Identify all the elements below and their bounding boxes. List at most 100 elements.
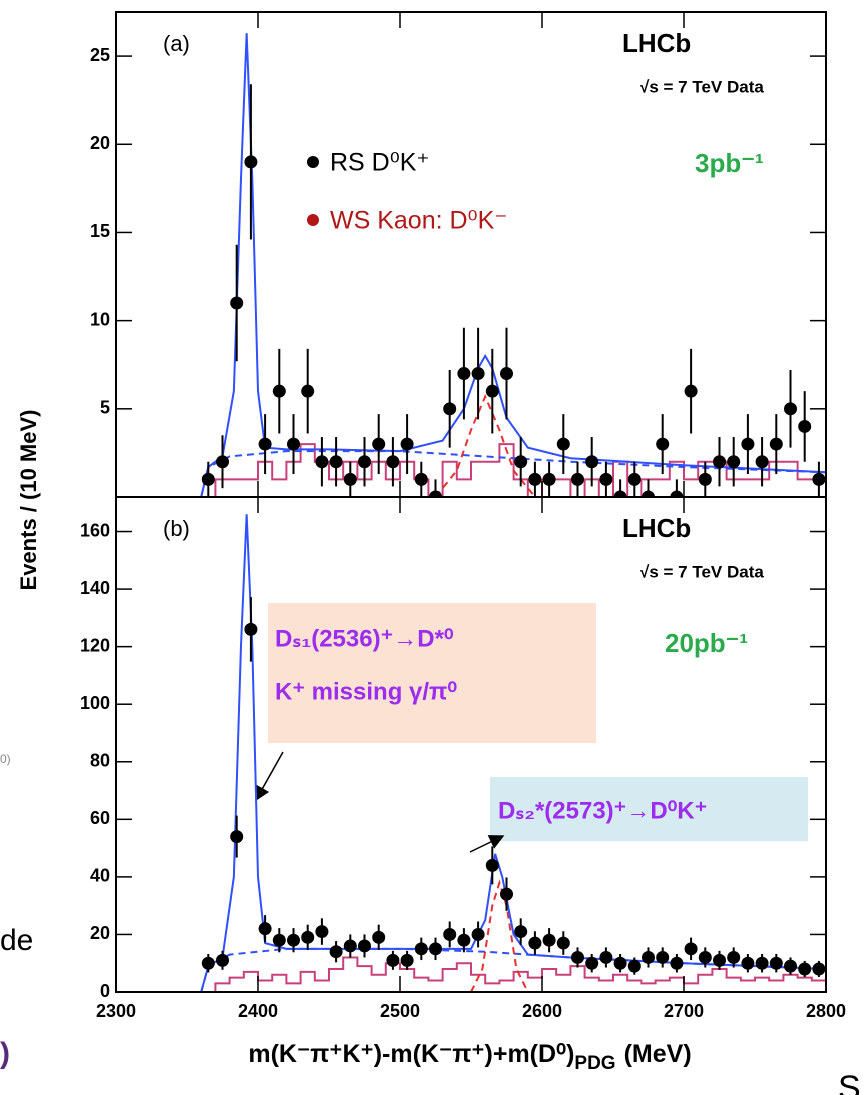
data-point <box>216 953 229 967</box>
y-tick-label: 5 <box>100 398 110 418</box>
data-point <box>201 472 215 486</box>
slide-fragment: ) <box>0 1037 10 1070</box>
data-point <box>642 490 655 497</box>
x-tick-label: 2600 <box>522 1001 562 1021</box>
experiment-label: LHCb <box>622 513 691 543</box>
fit-component <box>434 393 536 497</box>
data-point <box>287 933 300 947</box>
data-point <box>769 437 783 451</box>
data-point <box>698 472 712 486</box>
legend-label: RS D⁰K⁺ <box>330 149 430 177</box>
data-point <box>798 419 812 433</box>
luminosity: 20pb⁻¹ <box>665 628 748 658</box>
data-point <box>542 933 556 947</box>
data-point <box>571 950 584 964</box>
data-point <box>713 455 726 469</box>
data-point <box>471 927 485 941</box>
data-point <box>315 455 329 469</box>
data-point <box>613 490 627 497</box>
y-tick-label: 15 <box>90 221 110 241</box>
data-point <box>258 437 272 451</box>
y-tick-label: 20 <box>90 133 110 153</box>
x-axis-label: m(K⁻π⁺K⁺)-m(K⁻π⁺)+m(D⁰)PDG (MeV) <box>248 1040 691 1074</box>
data-point <box>343 939 357 953</box>
data-point <box>400 953 414 967</box>
fit-curve <box>116 33 826 497</box>
annotation-box <box>268 603 596 743</box>
data-point <box>713 953 726 967</box>
data-point <box>784 959 797 973</box>
data-point <box>201 956 215 970</box>
data-point <box>315 925 329 939</box>
data-point <box>755 956 769 970</box>
slide-fragment: 0) <box>0 752 11 766</box>
data-point <box>457 933 471 947</box>
x-tick-label: 2500 <box>380 1001 420 1021</box>
x-tick-label: 2700 <box>664 1001 704 1021</box>
data-point <box>414 942 428 956</box>
fit-component <box>470 879 529 992</box>
data-point <box>684 942 698 956</box>
data-point <box>642 950 655 964</box>
data-point <box>727 455 741 469</box>
data-point <box>670 490 684 497</box>
x-tick-label: 2300 <box>96 1001 136 1021</box>
experiment-label: LHCb <box>622 28 691 58</box>
y-tick-label: 140 <box>80 578 110 598</box>
data-point <box>755 455 769 469</box>
annotation: Dₛ₂*(2573)⁺→D⁰K⁺ <box>498 797 707 824</box>
y-tick-label: 40 <box>90 866 110 886</box>
data-point <box>599 950 613 964</box>
fit-component <box>200 450 826 497</box>
x-tick-label: 2400 <box>238 1001 278 1021</box>
data-point <box>443 402 457 416</box>
y-tick-label: 100 <box>80 693 110 713</box>
data-point <box>571 472 584 486</box>
annotation: K⁺ missing γ/π⁰ <box>275 678 457 705</box>
data-point <box>301 384 315 398</box>
data-point <box>741 437 755 451</box>
slide-fragment: de <box>0 924 33 957</box>
data-point <box>613 956 627 970</box>
energy-label: √s = 7 TeV Data <box>640 562 764 581</box>
annotation-box <box>490 777 808 841</box>
data-point <box>528 936 542 950</box>
data-point <box>329 455 343 469</box>
y-tick-label: 10 <box>90 309 110 329</box>
ws-histogram <box>201 443 826 497</box>
y-tick-label: 20 <box>90 923 110 943</box>
data-point <box>727 950 741 964</box>
y-tick-label: 0 <box>100 981 110 1001</box>
data-point <box>500 887 513 901</box>
data-point <box>769 956 783 970</box>
panel-label: (a) <box>163 31 190 56</box>
data-point <box>812 472 826 486</box>
data-point <box>556 437 570 451</box>
data-point <box>287 437 300 451</box>
data-point <box>329 945 343 959</box>
legend-marker <box>307 214 319 226</box>
data-point <box>386 455 400 469</box>
data-point <box>514 455 528 469</box>
data-point <box>542 472 556 486</box>
slide-fragment: S <box>838 1069 861 1095</box>
data-point <box>244 622 258 636</box>
data-point <box>656 437 670 451</box>
x-tick-label: 2800 <box>806 1001 846 1021</box>
data-point <box>798 962 812 976</box>
data-point <box>372 437 386 451</box>
y-axis-label: Events / (10 MeV) <box>16 410 41 591</box>
data-point <box>741 956 755 970</box>
data-point <box>258 922 272 936</box>
arrow <box>255 751 284 802</box>
data-point <box>244 155 258 169</box>
data-point <box>514 925 528 939</box>
data-point <box>500 367 513 381</box>
data-point <box>670 956 684 970</box>
data-point <box>272 384 286 398</box>
data-point <box>400 437 414 451</box>
legend-label: WS Kaon: D⁰K⁻ <box>330 207 507 235</box>
data-point <box>230 296 244 310</box>
data-point <box>414 472 428 486</box>
